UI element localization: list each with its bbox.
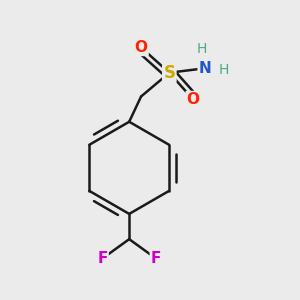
Text: O: O [135,40,148,55]
Text: S: S [163,64,175,82]
Text: O: O [187,92,200,107]
Text: F: F [151,251,161,266]
Text: H: H [219,63,230,77]
Text: N: N [199,61,212,76]
Text: H: H [197,42,207,56]
Text: F: F [97,251,108,266]
